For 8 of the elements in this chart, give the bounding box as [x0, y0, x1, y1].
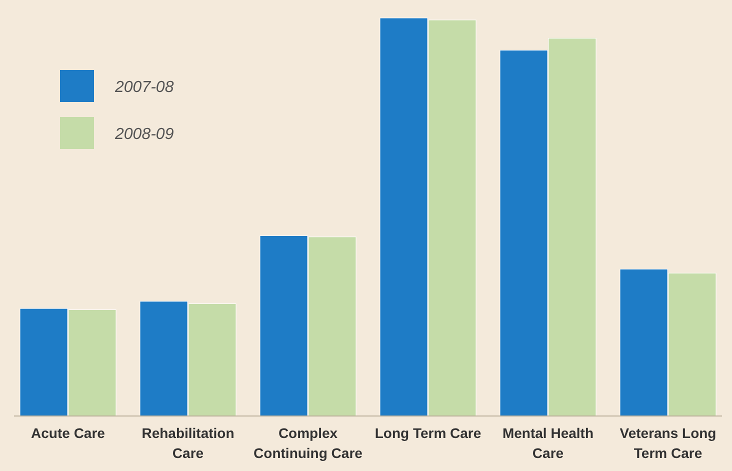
x-tick-label: Complex Continuing Care [254, 425, 363, 461]
x-tick-label: Long Term Care [374, 425, 482, 441]
legend-label: 2007-08 [114, 79, 174, 96]
legend-label: 2008-09 [114, 126, 174, 143]
x-tick-label: Mental Health Care [502, 425, 594, 461]
x-tick-label: Rehabilitation Care [142, 425, 234, 461]
x-tick-label: Acute Care [31, 425, 106, 441]
x-tick-label: Veterans Long Term Care [620, 425, 716, 461]
